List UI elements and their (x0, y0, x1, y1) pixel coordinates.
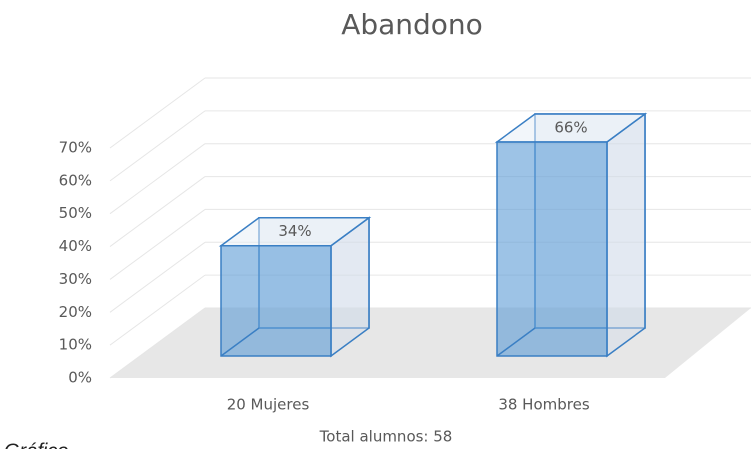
y-tick-label: 50% (59, 204, 92, 222)
x-axis-label: Total alumnos: 58 (319, 428, 453, 446)
y-tick-label: 30% (59, 270, 92, 288)
grid-line (109, 307, 206, 379)
floor (110, 308, 751, 378)
bar-front (220, 244, 332, 357)
grid-line (109, 209, 206, 280)
y-tick-label: 10% (59, 336, 92, 354)
grid-line (109, 77, 206, 149)
y-tick-label: 40% (59, 237, 92, 255)
grid-line (109, 110, 206, 182)
grid-line (109, 241, 206, 313)
bar-edge (496, 327, 536, 357)
data-label: 34% (278, 222, 311, 240)
grid-line (109, 274, 206, 346)
bar-side (606, 112, 646, 358)
bar-edge (220, 327, 260, 357)
bar-front (496, 141, 608, 357)
x-tick-label: 20 Mujeres (227, 396, 310, 414)
caption: Gráfico (4, 440, 68, 449)
y-tick-label: 20% (59, 303, 92, 321)
y-tick-label: 70% (59, 139, 92, 157)
chart-title: Abandono (341, 8, 483, 41)
data-label: 66% (554, 118, 587, 136)
y-tick-label: 60% (59, 171, 92, 189)
grid-line (109, 143, 206, 215)
grid-line (109, 176, 206, 247)
y-tick-label: 0% (68, 369, 92, 387)
x-tick-label: 38 Hombres (498, 396, 590, 414)
